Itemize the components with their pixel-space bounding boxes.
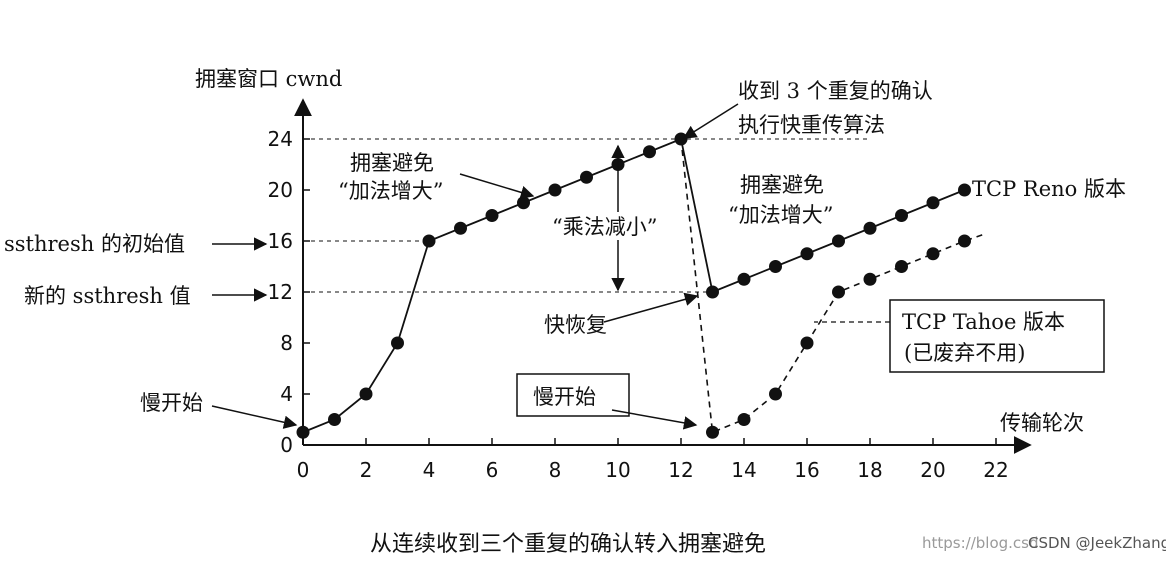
ca1-arrow [459, 173, 535, 199]
reno-point [485, 209, 499, 222]
ca1-label-line1: 拥塞避免 [350, 151, 434, 175]
ca1-label-line2: “加法增大” [338, 179, 443, 203]
y-ticks: 0 4 8 12 16 20 24 [268, 127, 310, 457]
watermark-url: https://blog.csd [922, 534, 1039, 552]
x-tick-label: 22 [983, 458, 1008, 482]
y-tick-label: 12 [268, 280, 293, 304]
slow-start-label-2: 慢开始 [533, 385, 596, 409]
ssthresh-new-label: 新的 ssthresh 值 [24, 284, 191, 308]
series-line-reno [302, 137, 965, 434]
tahoe-label: TCP Tahoe 版本 [902, 310, 1065, 334]
y-tick-label: 4 [280, 382, 293, 406]
fast-recovery-label: 快恢复 [544, 313, 607, 337]
x-ticks: 0 2 4 6 8 10 12 14 16 18 20 22 [297, 438, 1009, 482]
x-tick-label: 10 [605, 458, 630, 482]
reno-point [958, 183, 971, 197]
tahoe-point [895, 260, 908, 273]
watermark-credit: CSDN @JeekZhang [1028, 534, 1166, 552]
x-tick-label: 0 [297, 458, 310, 482]
x-tick-label: 20 [920, 458, 945, 482]
tahoe-note: (已废弃不用) [904, 341, 1025, 365]
reno-point [737, 272, 751, 286]
reno-point [422, 234, 436, 248]
reno-point [548, 183, 562, 197]
reno-point [895, 209, 908, 222]
reno-point [863, 221, 877, 235]
x-tick-label: 12 [668, 458, 693, 482]
slow-start-arrow-2 [611, 409, 698, 430]
tahoe-point [706, 425, 719, 439]
x-tick-label: 14 [731, 458, 756, 482]
reno-point [769, 260, 782, 273]
dup-ack-line1: 收到 3 个重复的确认 [738, 79, 933, 103]
y-tick-label: 0 [280, 433, 293, 457]
ca2-label-line2: “加法增大” [728, 203, 833, 227]
x-tick-label: 2 [360, 458, 373, 482]
reno-point [643, 145, 656, 159]
reno-point [328, 413, 341, 426]
slow-start-label-1: 慢开始 [140, 391, 203, 415]
tahoe-point [800, 336, 814, 350]
reno-label: TCP Reno 版本 [972, 177, 1126, 201]
reno-point [517, 196, 530, 210]
tahoe-point [832, 285, 845, 299]
reno-point [800, 247, 814, 261]
reno-point [706, 285, 719, 299]
y-tick-label: 16 [268, 229, 293, 253]
reference-lines [303, 138, 870, 293]
dup-ack-arrow [682, 103, 739, 139]
dup-ack-line2: 执行快重传算法 [738, 113, 885, 137]
reno-point [926, 196, 940, 210]
reno-point [454, 221, 467, 235]
x-tick-label: 4 [423, 458, 436, 482]
mult-decrease-bg [548, 212, 688, 240]
tahoe-point [769, 387, 782, 401]
reno-point [674, 132, 688, 146]
slow-start-arrow-1 [211, 405, 298, 429]
ssthresh-initial-label: ssthresh 的初始值 [4, 232, 185, 256]
x-tick-label: 6 [486, 458, 499, 482]
fast-recovery-arrow [603, 292, 699, 323]
tahoe-point [863, 272, 877, 286]
series-layer [296, 132, 987, 439]
mult-decrease-label: “乘法减小” [552, 215, 657, 239]
x-tick-label: 8 [549, 458, 562, 482]
reno-point [580, 170, 593, 184]
reno-point [391, 336, 404, 350]
tahoe-box [889, 299, 1105, 373]
y-axis-label: 拥塞窗口 cwnd [195, 67, 342, 91]
tahoe-point [958, 234, 971, 248]
tahoe-point [926, 247, 940, 261]
figure-caption: 从连续收到三个重复的确认转入拥塞避免 [370, 532, 766, 557]
reno-point [359, 387, 373, 401]
y-tick-label: 8 [280, 331, 293, 355]
x-tick-label: 16 [794, 458, 819, 482]
slow-start-box [516, 373, 630, 417]
tahoe-point [737, 413, 751, 426]
y-tick-label: 24 [268, 127, 293, 151]
x-tick-label: 18 [857, 458, 882, 482]
reno-point [296, 425, 310, 439]
y-tick-label: 20 [268, 178, 293, 202]
x-axis-label: 传输轮次 [1000, 411, 1084, 435]
ca2-label-line1: 拥塞避免 [740, 173, 824, 197]
reno-point [832, 234, 845, 248]
